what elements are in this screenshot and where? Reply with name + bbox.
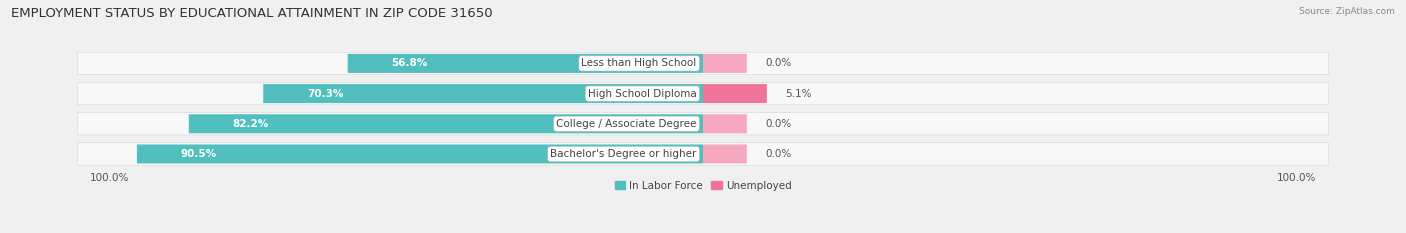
FancyBboxPatch shape	[136, 144, 703, 164]
FancyBboxPatch shape	[703, 114, 747, 133]
FancyBboxPatch shape	[188, 114, 703, 133]
Text: 0.0%: 0.0%	[765, 119, 792, 129]
Text: 90.5%: 90.5%	[181, 149, 217, 159]
FancyBboxPatch shape	[77, 143, 1329, 165]
FancyBboxPatch shape	[77, 52, 1329, 75]
FancyBboxPatch shape	[77, 113, 1329, 135]
Text: 0.0%: 0.0%	[765, 149, 792, 159]
Text: College / Associate Degree: College / Associate Degree	[557, 119, 697, 129]
FancyBboxPatch shape	[347, 54, 703, 73]
Text: 100.0%: 100.0%	[90, 173, 129, 183]
FancyBboxPatch shape	[703, 54, 747, 73]
Text: Source: ZipAtlas.com: Source: ZipAtlas.com	[1299, 7, 1395, 16]
Text: 100.0%: 100.0%	[1277, 173, 1316, 183]
Text: Bachelor's Degree or higher: Bachelor's Degree or higher	[550, 149, 697, 159]
Text: Less than High School: Less than High School	[582, 58, 697, 69]
FancyBboxPatch shape	[77, 82, 1329, 105]
Text: EMPLOYMENT STATUS BY EDUCATIONAL ATTAINMENT IN ZIP CODE 31650: EMPLOYMENT STATUS BY EDUCATIONAL ATTAINM…	[11, 7, 494, 20]
Text: High School Diploma: High School Diploma	[588, 89, 697, 99]
Text: 70.3%: 70.3%	[307, 89, 343, 99]
Text: 0.0%: 0.0%	[765, 58, 792, 69]
FancyBboxPatch shape	[703, 144, 747, 164]
Legend: In Labor Force, Unemployed: In Labor Force, Unemployed	[610, 176, 796, 195]
Text: 82.2%: 82.2%	[232, 119, 269, 129]
Text: 5.1%: 5.1%	[786, 89, 813, 99]
FancyBboxPatch shape	[263, 84, 703, 103]
Text: 56.8%: 56.8%	[391, 58, 427, 69]
FancyBboxPatch shape	[703, 84, 766, 103]
